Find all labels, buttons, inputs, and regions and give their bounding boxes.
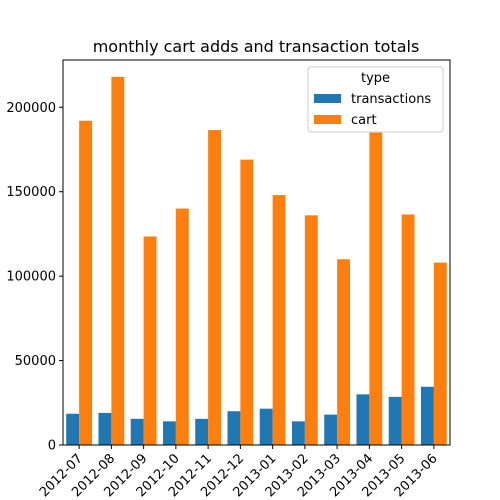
bar-transactions-2012-12 [227,411,240,445]
bar-cart-2012-08 [111,77,124,445]
bar-transactions-2012-07 [66,414,79,445]
y-tick-label: 100000 [6,270,56,285]
legend-label-cart: cart [351,113,377,128]
bar-transactions-2012-08 [98,413,111,445]
bar-cart-2013-02 [305,215,318,445]
bar-transactions-2013-03 [324,415,337,445]
chart-title: monthly cart adds and transaction totals [93,37,420,56]
y-tick-label: 150000 [6,185,56,200]
bar-cart-2012-07 [79,121,92,445]
bar-cart-2012-10 [176,209,189,445]
legend-label-transactions: transactions [351,92,431,107]
bar-cart-2013-04 [369,133,382,445]
y-tick-label: 50000 [15,354,56,369]
bar-transactions-2013-06 [421,387,434,445]
legend: type transactions cart [308,67,443,132]
bar-transactions-2012-10 [163,421,176,445]
bar-transactions-2013-05 [389,397,402,445]
bar-cart-2012-11 [208,130,221,445]
bar-transactions-2012-11 [195,419,208,445]
bar-cart-2013-05 [402,215,415,445]
y-tick-label: 0 [48,439,56,454]
y-tick-label: 200000 [6,101,56,116]
bar-cart-2013-03 [337,259,350,445]
bar-cart-2012-12 [240,160,253,445]
bar-cart-2013-06 [434,263,447,445]
legend-swatch-cart [314,115,341,124]
legend-title: type [361,71,390,86]
legend-swatch-transactions [314,94,341,103]
bar-transactions-2013-01 [260,409,273,445]
bar-transactions-2013-02 [292,421,305,445]
bar-transactions-2013-04 [356,394,369,445]
bar-cart-2012-09 [144,236,157,445]
bar-cart-2013-01 [273,195,286,445]
bar-transactions-2012-09 [131,419,144,445]
